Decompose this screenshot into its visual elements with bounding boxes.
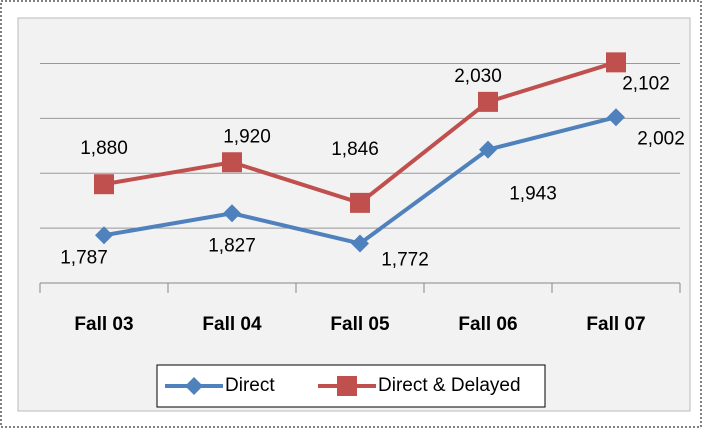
- data-label: 1,920: [223, 126, 271, 147]
- point: [95, 226, 113, 245]
- point: [350, 192, 370, 213]
- x-tick-label: Fall 04: [202, 314, 262, 335]
- data-label: 1,827: [208, 235, 256, 256]
- point: [351, 234, 369, 253]
- data-label: 2,102: [622, 73, 670, 94]
- data-label: 1,787: [60, 247, 108, 268]
- legend-label: Direct & Delayed: [378, 375, 521, 396]
- legend-marker: [185, 377, 203, 395]
- point: [478, 91, 498, 112]
- point: [479, 140, 497, 159]
- chart-area: [17, 17, 691, 412]
- point: [606, 52, 626, 73]
- data-label: 2,030: [454, 66, 502, 87]
- legend-marker: [337, 376, 357, 396]
- point: [223, 204, 241, 223]
- x-tick-label: Fall 05: [330, 314, 390, 335]
- x-tick-label: Fall 03: [74, 314, 133, 335]
- data-label: 2,002: [637, 128, 685, 149]
- point: [94, 174, 114, 195]
- data-label: 1,846: [331, 139, 379, 160]
- x-tick-label: Fall 06: [458, 314, 517, 335]
- data-label: 1,880: [80, 138, 128, 159]
- legend-label: Direct: [225, 375, 275, 396]
- x-tick-label: Fall 07: [586, 314, 645, 335]
- point: [222, 152, 242, 173]
- data-label: 1,772: [381, 249, 429, 270]
- data-label: 1,943: [509, 184, 557, 205]
- point: [607, 108, 625, 127]
